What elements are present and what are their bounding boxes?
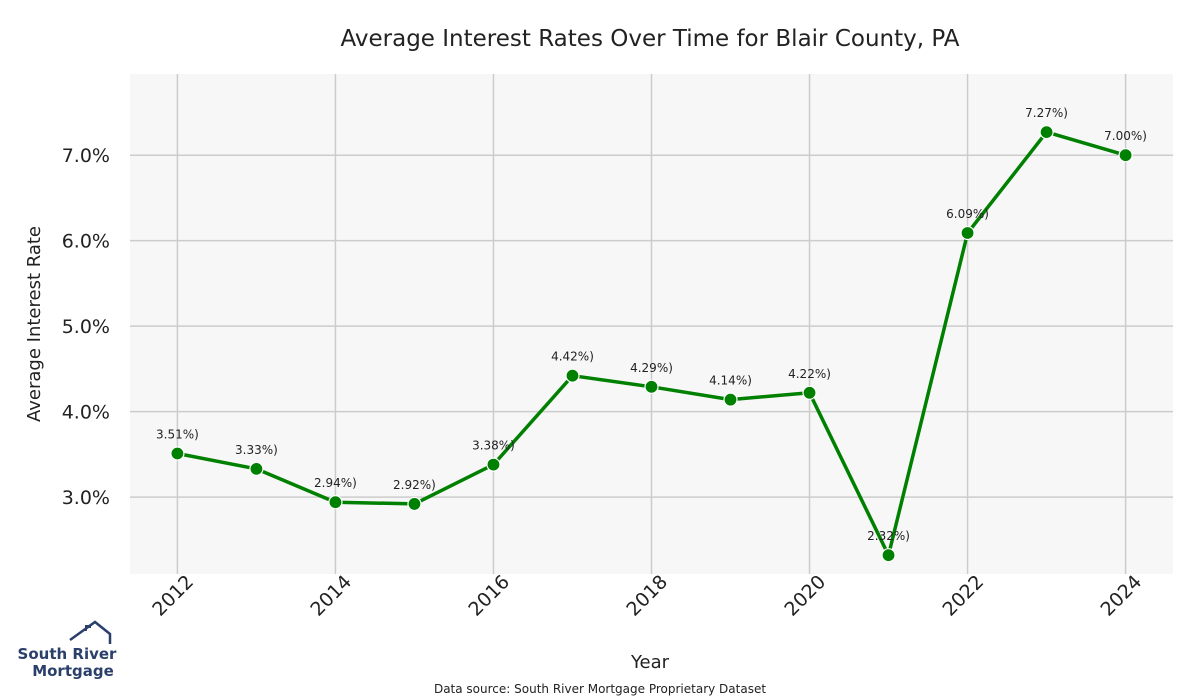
data-label: 3.51%) [156,427,199,441]
data-label: 4.29%) [630,361,673,375]
data-labels: 3.51%) 3.33%) 2.94%) 2.92%) 3.38%) 4.42%) 4.29… [156,106,1147,543]
x-tick-label: 2024 [1096,571,1146,621]
data-source-note: Data source: South River Mortgage Propri… [434,682,766,696]
y-tick-label: 3.0% [62,487,110,509]
data-point [723,392,738,407]
x-tick-label: 2018 [622,571,672,621]
data-label: 2.32%) [867,529,910,543]
chart-title: Average Interest Rates Over Time for Bla… [341,26,960,52]
data-label: 6.09%) [946,207,989,221]
y-tick-label: 5.0% [62,316,110,338]
data-label: 2.94%) [314,476,357,490]
data-point [565,368,580,383]
data-label: 3.33%) [235,443,278,457]
data-label: 7.27%) [1025,106,1068,120]
x-tick-label: 2016 [464,571,514,621]
x-tick-label: 2022 [938,571,988,621]
data-label: 4.14%) [709,374,752,388]
logo: South River Mortgage [18,620,118,680]
x-axis-ticks: 2012 2014 2016 2018 2020 2022 2024 [148,571,1146,621]
y-axis-ticks: 3.0% 4.0% 5.0% 6.0% 7.0% [62,145,110,509]
data-point [407,496,422,512]
data-label: 2.92%) [393,478,436,492]
data-point [170,446,185,461]
y-tick-label: 4.0% [62,402,110,424]
data-point [1118,148,1133,163]
data-point [960,225,975,241]
y-tick-label: 7.0% [62,145,110,167]
house-roof-icon [69,620,112,644]
x-tick-label: 2012 [148,571,198,621]
y-axis-label: Average Interest Rate [24,226,45,422]
x-axis-label: Year [630,652,670,673]
data-points [170,125,1133,563]
data-point [1039,125,1054,140]
data-point [644,379,659,394]
grid-lines [130,74,1173,574]
data-label: 4.22%) [788,367,831,381]
x-tick-label: 2020 [780,571,830,621]
data-label: 3.38%) [472,439,515,453]
x-tick-label: 2014 [306,571,356,621]
data-point [881,548,896,563]
data-point [249,461,264,476]
y-tick-label: 6.0% [62,231,110,253]
data-point [486,457,501,472]
logo-text-line2: Mortgage [32,662,114,680]
chimney-icon [85,625,91,631]
data-point [802,385,817,400]
data-label: 7.00%) [1104,129,1147,143]
data-point [328,495,343,510]
logo-text-line1: South River [18,645,118,663]
data-label: 4.42%) [551,350,594,364]
